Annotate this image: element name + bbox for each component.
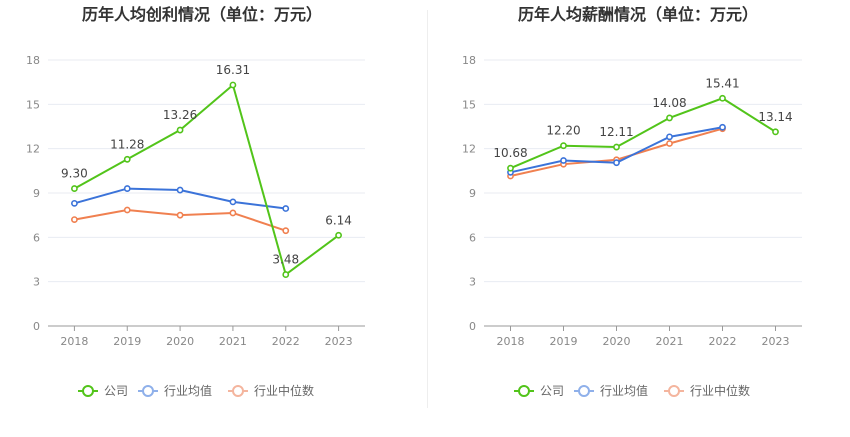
legend-label: 行业均值 — [164, 383, 212, 398]
data-point-industry-median[interactable] — [282, 227, 290, 235]
y-tick-label: 12 — [462, 143, 476, 156]
x-tick-label: 2018 — [60, 335, 88, 348]
data-point-industry-median[interactable] — [666, 140, 673, 147]
legend-marker — [142, 385, 154, 397]
y-tick-label: 0 — [33, 320, 40, 333]
legend: 公司 行业均值 行业中位数 — [514, 383, 750, 398]
data-point-industry-median[interactable] — [71, 216, 78, 223]
series-industry-mean — [507, 123, 726, 176]
legend-item-company[interactable]: 公司 — [514, 384, 564, 398]
legend-marker — [82, 385, 94, 397]
legend-item-industry-median[interactable]: 行业中位数 — [664, 383, 750, 398]
y-tick-label: 12 — [26, 143, 40, 156]
data-point-industry-mean[interactable] — [123, 185, 131, 192]
series-line-company — [73, 83, 340, 277]
data-point-industry-mean[interactable] — [282, 205, 290, 212]
data-label: 14.08 — [652, 96, 686, 110]
data-point-company[interactable] — [176, 126, 184, 134]
data-label: 9.30 — [61, 167, 88, 181]
chart-profit-per-capita: 历年人均创利情况（单位：万元） 0 3 6 9 12 15 18 2018 2019 2020 202… — [26, 5, 365, 398]
legend-label: 公司 — [540, 384, 564, 398]
legend-marker — [668, 385, 680, 397]
y-tick-label: 15 — [26, 98, 40, 111]
x-tick-label: 2018 — [497, 335, 525, 348]
x-tick-label: 2022 — [272, 335, 300, 348]
data-point-company[interactable] — [613, 143, 620, 151]
data-point-industry-mean[interactable] — [613, 159, 620, 167]
legend-label: 行业中位数 — [254, 383, 314, 398]
chart-title: 历年人均创利情况（单位：万元） — [82, 5, 322, 24]
data-point-company[interactable] — [507, 164, 514, 172]
y-tick-label: 15 — [462, 98, 476, 111]
legend-label: 行业中位数 — [690, 383, 750, 398]
series-company: 10.68 12.20 12.11 14.08 15.41 13.14 — [493, 76, 793, 172]
chart-divider — [427, 10, 428, 408]
y-tick-label: 18 — [462, 54, 476, 67]
legend-item-industry-median[interactable]: 行业中位数 — [228, 383, 314, 398]
data-point-industry-mean[interactable] — [176, 186, 184, 194]
data-point-company[interactable] — [71, 185, 78, 192]
data-point-industry-mean[interactable] — [229, 198, 237, 206]
x-tick-label: 2021 — [219, 335, 247, 348]
legend-label: 公司 — [104, 384, 128, 398]
data-label: 3.48 — [272, 253, 299, 267]
series-line-company — [510, 97, 777, 170]
series-industry-mean — [71, 185, 290, 212]
series-industry-median — [71, 206, 290, 235]
data-point-industry-median[interactable] — [229, 209, 237, 217]
data-label: 16.31 — [216, 63, 250, 77]
x-tick-label: 2021 — [656, 335, 684, 348]
data-point-company[interactable] — [335, 231, 342, 239]
data-point-industry-mean[interactable] — [666, 133, 673, 141]
legend-marker — [232, 385, 244, 397]
y-tick-label: 9 — [469, 187, 476, 200]
y-tick-label: 9 — [33, 187, 40, 200]
legend: 公司 行业均值 行业中位数 — [78, 383, 314, 398]
x-tick-label: 2020 — [166, 335, 194, 348]
data-point-industry-mean[interactable] — [560, 157, 567, 164]
y-tick-label: 3 — [469, 276, 476, 289]
chart-salary-per-capita: 历年人均薪酬情况（单位：万元） 0 3 6 9 12 15 18 2018 2019 2020 202… — [462, 5, 802, 398]
series-company: 9.30 11.28 13.26 16.31 3.48 6.14 — [61, 63, 352, 278]
y-tick-label: 6 — [469, 231, 476, 244]
data-point-industry-median[interactable] — [176, 211, 184, 219]
data-point-company[interactable] — [229, 81, 237, 89]
legend-item-industry-mean[interactable]: 行业均值 — [574, 383, 648, 398]
data-label: 13.14 — [758, 110, 792, 124]
data-label: 12.20 — [546, 124, 580, 138]
data-label: 6.14 — [325, 213, 352, 227]
x-tick-label: 2023 — [762, 335, 790, 348]
data-point-company[interactable] — [123, 155, 131, 163]
data-label: 15.41 — [705, 76, 739, 90]
data-label: 13.26 — [163, 108, 197, 122]
chart-title: 历年人均薪酬情况（单位：万元） — [518, 5, 758, 24]
data-point-company[interactable] — [719, 94, 726, 102]
data-point-industry-mean[interactable] — [71, 199, 78, 207]
y-tick-label: 18 — [26, 54, 40, 67]
y-tick-label: 0 — [469, 320, 476, 333]
legend-marker — [518, 385, 530, 397]
data-point-company[interactable] — [282, 271, 290, 278]
x-tick-label: 2020 — [603, 335, 631, 348]
legend-label: 行业均值 — [600, 383, 648, 398]
x-tick-label: 2019 — [113, 335, 141, 348]
y-tick-label: 6 — [33, 231, 40, 244]
y-tick-label: 3 — [33, 276, 40, 289]
legend-marker — [578, 385, 590, 397]
data-label: 12.11 — [599, 125, 633, 139]
data-point-industry-median[interactable] — [123, 206, 131, 214]
data-point-company[interactable] — [666, 114, 673, 122]
x-tick-label: 2023 — [325, 335, 353, 348]
x-tick-label: 2019 — [550, 335, 578, 348]
data-point-company[interactable] — [560, 142, 567, 150]
data-point-company[interactable] — [772, 128, 779, 136]
legend-item-company[interactable]: 公司 — [78, 384, 128, 398]
data-label: 11.28 — [110, 137, 144, 151]
data-label: 10.68 — [493, 146, 527, 160]
data-point-industry-mean[interactable] — [719, 123, 726, 131]
legend-item-industry-mean[interactable]: 行业均值 — [138, 383, 212, 398]
x-tick-label: 2022 — [709, 335, 737, 348]
